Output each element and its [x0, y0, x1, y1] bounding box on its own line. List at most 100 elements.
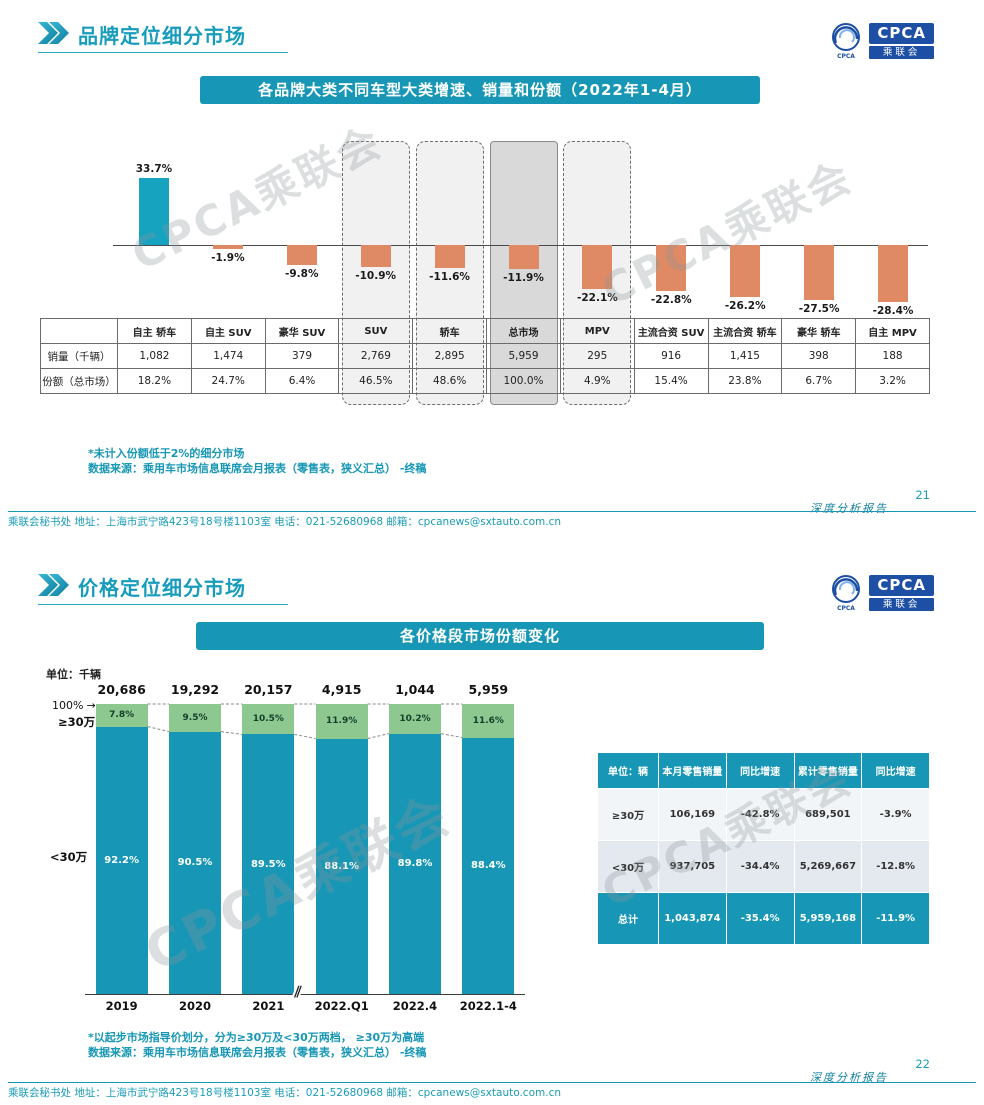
brand-growth-chart: 33.7% -1.9% -9.8% -10.9% -11.6% -11.9% -22.1% -…: [40, 128, 930, 318]
cpca-emblem-sub: CPCA: [837, 53, 855, 60]
segment-ge30-value: 10.5%: [252, 714, 284, 725]
column-header: 轿车: [412, 318, 488, 344]
cpca-emblem-icon: CPCA: [832, 575, 861, 612]
column-header: 自主 轿车: [117, 318, 192, 344]
column-header: SUV: [338, 318, 414, 344]
price-table-row: ≥30万 106,169 -42.8% 689,501 -3.9%: [597, 788, 930, 841]
data-cell: 398: [781, 343, 857, 369]
data-cell: 295: [559, 343, 635, 369]
segment-ge30: 10.5%: [242, 704, 295, 735]
growth-bar-value: -22.8%: [650, 293, 692, 306]
segment-ge30-value: 11.9%: [326, 716, 358, 727]
segment-ge30-value: 10.2%: [399, 713, 431, 724]
footer-contact: 乘联会秘书处 地址：上海市武宁路423号18号楼1103室 电话：021-526…: [8, 1087, 562, 1099]
growth-bar: [434, 245, 465, 269]
segment-ge30: 7.8%: [95, 704, 148, 727]
segment-lt30-value: 89.5%: [250, 858, 286, 870]
cpca-logo-cn: 乘联会: [869, 598, 934, 611]
column-header: 豪华 SUV: [264, 318, 340, 344]
cpca-logo-text: CPCA: [869, 575, 934, 596]
price-data-cell: 937,705: [658, 840, 727, 893]
growth-bar-value: 33.7%: [135, 162, 173, 175]
growth-bar: [138, 177, 169, 245]
price-column-header: 单位：辆: [597, 752, 659, 789]
data-cell: 2,769: [338, 343, 414, 369]
growth-bar: [360, 245, 391, 267]
data-cell: 6.4%: [264, 368, 340, 394]
data-cell: 18.2%: [117, 368, 192, 394]
segment-ge30: 10.2%: [389, 704, 441, 734]
footnote: *未计入份额低于2%的细分市场: [88, 447, 245, 460]
cpca-emblem-icon: CPCA: [832, 23, 861, 60]
price-data-table: 单位：辆 本月零售销量 同比增速 累计零售销量 同比增速 ≥30万 106,169 -42.8…: [597, 752, 930, 945]
page-number: 21: [915, 488, 930, 502]
segment-lt30: 90.5%: [169, 731, 221, 994]
price-row-label: ≥30万: [597, 788, 659, 841]
segment-label-lt30: <30万: [50, 850, 88, 864]
footer-divider: [8, 511, 976, 512]
bar-total: 4,915: [321, 682, 362, 697]
segment-lt30-value: 92.2%: [104, 854, 139, 866]
data-cell: 188: [855, 343, 930, 369]
axis-100-label: 100% →: [52, 699, 96, 712]
axis-100-text: 100%: [52, 699, 84, 712]
x-axis-label: 2020: [178, 999, 211, 1013]
bar-total: 20,686: [97, 682, 146, 697]
data-cell: 2,895: [412, 343, 488, 369]
footer-contact: 乘联会秘书处 地址：上海市武宁路423号18号楼1103室 电话：021-526…: [8, 516, 562, 528]
cpca-emblem-sub: CPCA: [837, 605, 855, 612]
chart2-x-axis: [85, 994, 525, 995]
price-data-cell: 1,043,874: [658, 892, 727, 945]
share-row: 份额（总市场） 18.2% 24.7% 6.4% 46.5% 48.6% 100.0% 4.9…: [40, 368, 930, 394]
price-row-label: 总计: [597, 892, 659, 945]
price-data-cell: -42.8%: [725, 788, 795, 841]
growth-bar: [508, 245, 539, 269]
segment-lt30: 88.4%: [462, 737, 515, 994]
price-data-cell: -34.4%: [725, 840, 795, 893]
double-chevron-icon: [38, 574, 70, 600]
growth-bar: [286, 245, 317, 265]
growth-bar-value: -1.9%: [211, 251, 245, 264]
price-table-header-row: 单位：辆 本月零售销量 同比增速 累计零售销量 同比增速: [597, 752, 930, 789]
segment-ge30-value: 7.8%: [109, 710, 135, 721]
data-cell: 6.7%: [781, 368, 857, 394]
data-cell: 916: [633, 343, 709, 369]
slide-brand-positioning: 品牌定位细分市场 CPCA CPCA 乘联会 各品牌大类不同车型大类增速、销量和…: [0, 0, 984, 552]
segment-lt30: 88.1%: [315, 738, 368, 994]
x-axis-label: 2022.Q1: [314, 999, 369, 1013]
data-cell: 100.0%: [486, 368, 561, 394]
column-header: 自主 MPV: [855, 318, 930, 344]
x-axis-label: 2021: [252, 999, 285, 1013]
data-cell: 4.9%: [559, 368, 635, 394]
slide2-title: 价格定位细分市场: [78, 576, 246, 600]
report-label: 深度分析报告: [810, 502, 888, 515]
price-data-cell: 689,501: [793, 788, 863, 841]
data-cell: 3.2%: [855, 368, 930, 394]
price-data-cell: -35.4%: [725, 892, 795, 945]
segment-connector-lines: [147, 703, 463, 740]
segment-ge30-value: 11.6%: [472, 715, 504, 726]
price-data-cell: 106,169: [658, 788, 727, 841]
growth-bar-value: -11.6%: [429, 271, 470, 284]
data-cell: 24.7%: [190, 368, 266, 394]
growth-bar-value: -11.9%: [503, 271, 544, 284]
segment-lt30-value: 89.8%: [397, 858, 433, 870]
slide2-header: 价格定位细分市场: [38, 574, 288, 605]
brand-data-table: 自主 轿车 自主 SUV 豪华 SUV SUV 轿车 总市场 MPV 主流合资 SUV 主流合资…: [40, 318, 930, 394]
price-data-cell: -12.8%: [861, 840, 930, 893]
slide-price-positioning: 价格定位细分市场 CPCA CPCA 乘联会 各价格段市场份额变化 单位：千辆 …: [0, 552, 984, 1105]
row-label: 份额（总市场）: [40, 368, 118, 394]
growth-bar-value: -26.2%: [724, 300, 766, 313]
price-table-row: <30万 937,705 -34.4% 5,269,667 -12.8%: [597, 840, 930, 893]
price-column-header: 累计零售销量: [793, 752, 863, 789]
x-axis-label: 2019: [105, 999, 138, 1013]
segment-lt30-value: 88.4%: [470, 860, 506, 872]
row-label: 销量（千辆）: [40, 343, 118, 369]
chart1-title-banner: 各品牌大类不同车型大类增速、销量和份额（2022年1-4月）: [200, 76, 760, 104]
data-cell: 1,082: [117, 343, 192, 369]
data-cell: 15.4%: [633, 368, 709, 394]
column-header: 豪华 轿车: [781, 318, 857, 344]
footnote: 数据来源：乘用车市场信息联席会月报表（零售表，狭义汇总） -终稿: [88, 1046, 427, 1059]
price-data-cell: 5,269,667: [793, 840, 863, 893]
